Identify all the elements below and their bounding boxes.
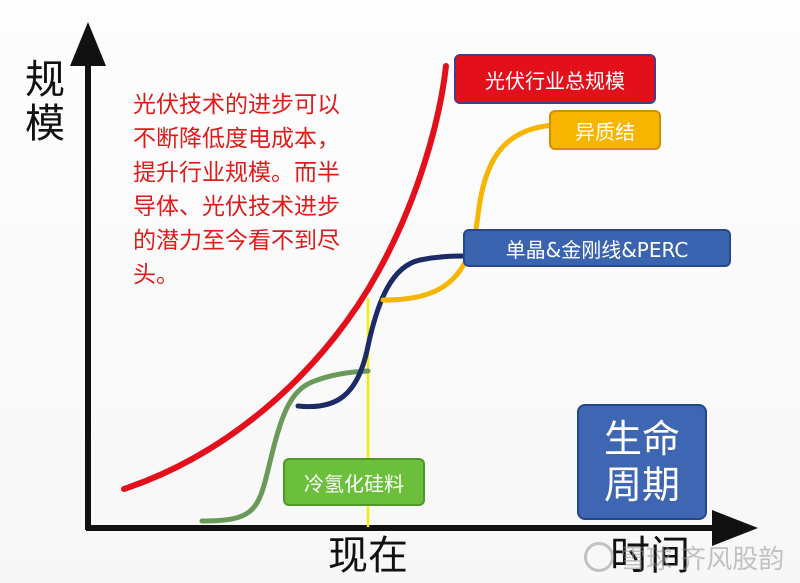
y-axis-label: 规模 bbox=[25, 57, 65, 147]
lifecycle-line-1: 生命 bbox=[603, 417, 680, 461]
lifecycle-line-2: 周期 bbox=[603, 463, 680, 507]
heterojunction-label: 异质结 bbox=[549, 110, 661, 150]
x-axis-label-now: 现在 bbox=[328, 533, 408, 579]
x-axis-label-time: 时间 bbox=[610, 533, 690, 579]
total-scale-curve bbox=[121, 63, 449, 492]
annotation-text: 光伏技术的进步可以不断降低度电成本，提升行业规模。而半导体、光伏技术进步的潜力至… bbox=[133, 92, 340, 288]
x-axis-arrow-icon bbox=[712, 510, 758, 546]
snowball-logo-icon bbox=[584, 542, 614, 572]
y-axis-arrow-icon bbox=[70, 22, 106, 66]
total-scale-label: 光伏行业总规模 bbox=[454, 54, 656, 104]
lifecycle-box: 生命 周期 bbox=[577, 404, 707, 520]
silicon-label: 冷氢化硅料 bbox=[283, 458, 425, 506]
heterojunction-curve bbox=[380, 122, 559, 303]
watermark: 雪球 齐风股韵 bbox=[584, 540, 785, 575]
silicon-curve bbox=[199, 368, 371, 524]
mono-perc-label: 单晶&金刚线&PERC bbox=[463, 229, 731, 267]
watermark-text: 雪球 齐风股韵 bbox=[620, 544, 785, 575]
